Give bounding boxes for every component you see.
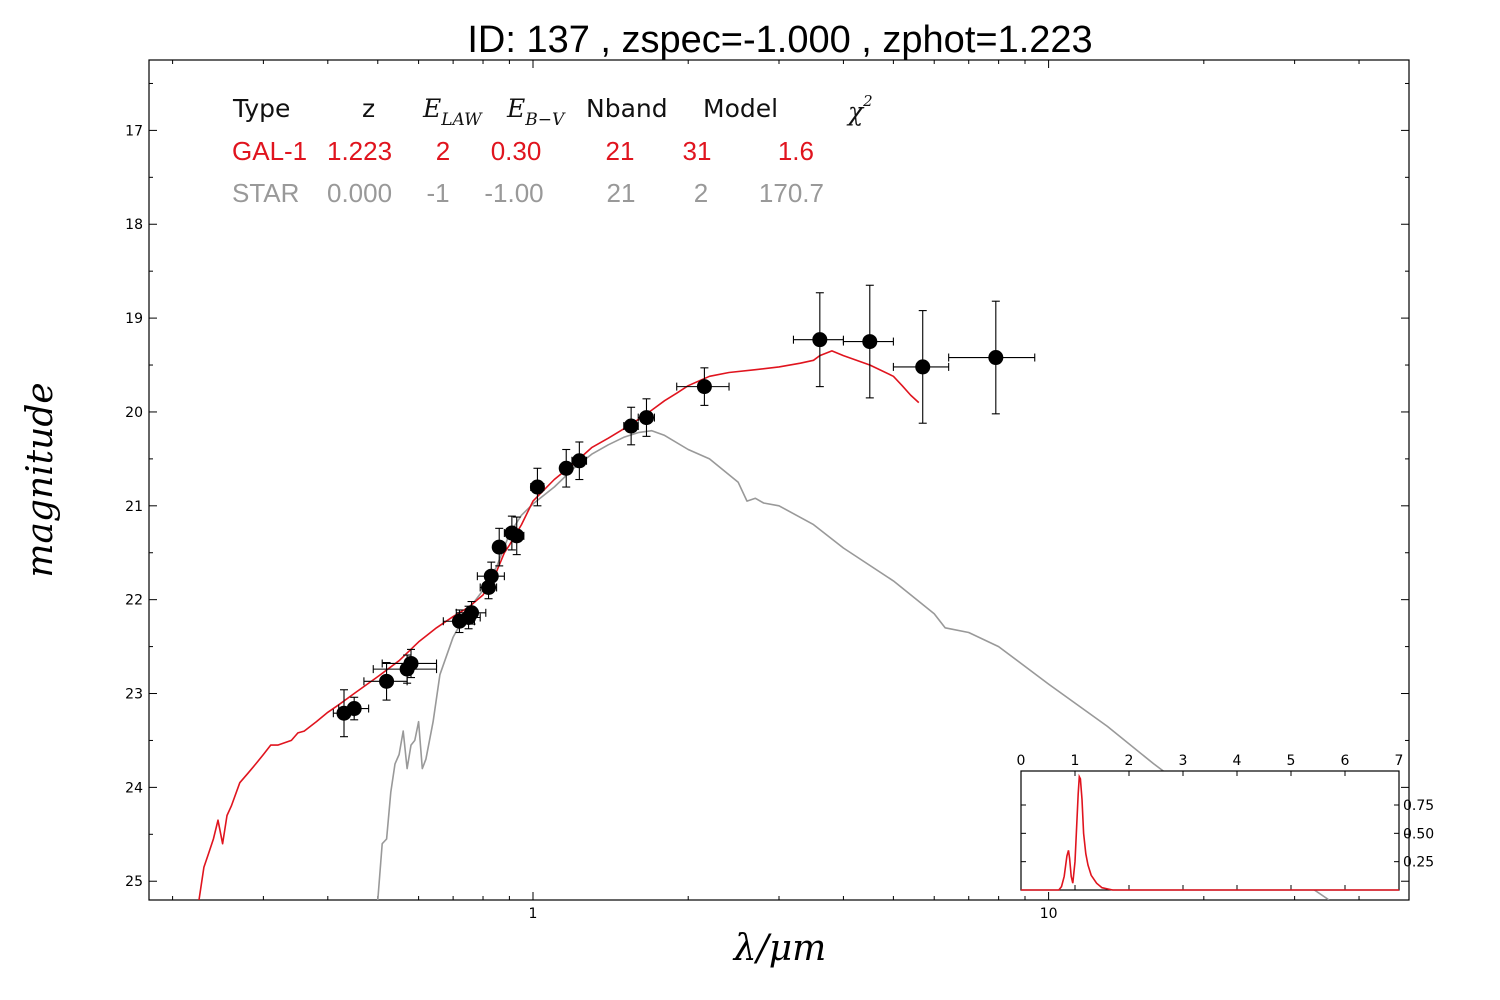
galaxy-elaw: 2 (436, 136, 450, 166)
inset-x-tick-label: 2 (1125, 753, 1134, 769)
photometry-point (842, 284, 894, 399)
fit-table: Type z ELAW EB−V Nband Model χ2 GAL-1 1.… (232, 92, 873, 208)
galaxy-chi2: 1.6 (778, 136, 814, 166)
galaxy-row: GAL-1 1.223 2 0.30 21 31 1.6 (232, 136, 814, 166)
point-marker (988, 350, 1004, 366)
galaxy-ebv: 0.30 (491, 136, 542, 166)
header-model: Model (703, 94, 778, 123)
point-marker (509, 528, 525, 544)
inset-x-tick-label: 7 (1395, 753, 1404, 769)
inset-y-tick-label: 0.50 (1403, 826, 1434, 842)
point-marker (915, 359, 931, 375)
photometry-point (623, 406, 639, 446)
point-marker (862, 334, 878, 350)
point-marker (379, 673, 395, 689)
star-type: STAR (232, 178, 299, 208)
photometry-point (792, 292, 844, 388)
galaxy-nband: 21 (606, 136, 635, 166)
photometry-point (558, 448, 574, 488)
point-marker (696, 379, 712, 395)
header-ebv: EB−V (506, 94, 566, 130)
point-marker (571, 453, 587, 469)
photometry-point (381, 648, 438, 679)
star-z: 0.000 (327, 178, 392, 208)
point-marker (529, 479, 545, 495)
y-tick-label: 23 (125, 687, 143, 703)
photometry-point (338, 696, 370, 721)
y-tick-label: 24 (125, 780, 143, 796)
inset-x-tick-label: 4 (1233, 753, 1242, 769)
header-type: Type (232, 94, 290, 123)
header-chi2: χ2 (846, 92, 873, 126)
inset-background (1020, 770, 1400, 891)
photometry-point (476, 561, 505, 591)
point-marker (623, 418, 639, 434)
y-tick-label: 25 (125, 874, 143, 890)
photometry-point (571, 441, 588, 481)
y-tick-label: 22 (125, 593, 143, 609)
pdf-curve (1021, 773, 1399, 891)
figure-title: ID: 137 , zspec=-1.000 , zphot=1.223 (467, 19, 1092, 61)
photometry-point (455, 600, 487, 625)
y-tick-label: 20 (125, 405, 143, 421)
inset-y-tick-label: 0.75 (1403, 798, 1434, 814)
photometry-point (529, 467, 545, 507)
star-elaw: -1 (426, 178, 449, 208)
photometry-point (948, 300, 1036, 415)
star-chi2: 170.7 (759, 178, 824, 208)
redshift-pdf-inset: 0 1 2 3 4 5 6 7 0.25 0.50 0.75 (1017, 753, 1434, 891)
inset-x-tick-label: 3 (1179, 753, 1188, 769)
photometry-point (363, 661, 408, 701)
star-row: STAR 0.000 -1 -1.00 21 2 170.7 (232, 178, 824, 208)
y-tick-label: 18 (125, 217, 143, 233)
point-marker (638, 410, 654, 426)
star-nband: 21 (607, 178, 636, 208)
photometry-point (676, 367, 730, 406)
x-tick-label: 10 (1040, 906, 1058, 922)
y-tick-label: 17 (125, 123, 143, 139)
galaxy-model-line (198, 350, 920, 900)
inset-x-tick-label: 6 (1341, 753, 1350, 769)
star-model-line (377, 429, 1330, 900)
point-marker (403, 655, 419, 671)
y-tick-label: 21 (125, 499, 143, 515)
x-axis-label: λ/μm (732, 928, 826, 969)
header-nband: Nband (586, 94, 668, 123)
photometry-point (637, 398, 655, 437)
star-model: 2 (694, 178, 708, 208)
inset-x-tick-label: 0 (1017, 753, 1026, 769)
header-z: z (362, 94, 375, 123)
y-tick-label: 19 (125, 311, 143, 327)
point-marker (481, 579, 497, 595)
photometry-point (508, 516, 525, 556)
inset-y-tick-label: 0.25 (1403, 855, 1434, 871)
point-marker (346, 701, 362, 717)
point-marker (558, 460, 574, 476)
photometry-point (892, 310, 950, 424)
point-marker (812, 332, 828, 348)
inset-series (1021, 773, 1399, 891)
inset-x-tick-label: 5 (1287, 753, 1296, 769)
y-axis-label: magnitude (20, 382, 61, 577)
inset-x-tick-label: 1 (1071, 753, 1080, 769)
galaxy-model: 31 (683, 136, 712, 166)
main-plot-points (332, 284, 1036, 738)
galaxy-type: GAL-1 (232, 136, 307, 166)
inset-ticks: 0 1 2 3 4 5 6 7 0.25 0.50 0.75 (1017, 753, 1434, 890)
header-elaw: ELAW (422, 94, 483, 130)
point-marker (483, 568, 499, 584)
point-marker (464, 605, 480, 621)
galaxy-z: 1.223 (327, 136, 392, 166)
x-tick-label: 1 (529, 906, 538, 922)
point-marker (491, 539, 507, 555)
photometry-point (491, 527, 507, 567)
star-ebv: -1.00 (484, 178, 543, 208)
